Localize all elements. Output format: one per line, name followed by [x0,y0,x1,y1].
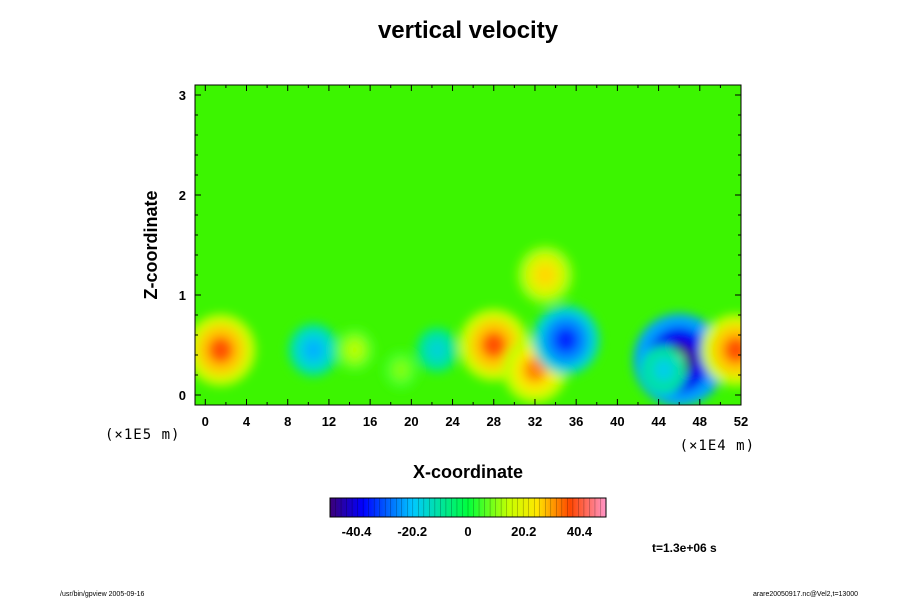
heatmap-feature [517,245,574,305]
y-scale-note: (×1E5 m) [105,427,180,443]
x-tick-label: 4 [243,414,251,429]
x-tick-label: 8 [284,414,291,429]
x-tick-label: 16 [363,414,377,429]
feature-core [723,336,741,364]
feature-core [347,342,362,358]
x-tick-label: 36 [569,414,583,429]
feature-core [481,331,507,359]
footer-right: arare20050917.nc@Vel2,t=13000 [753,591,858,598]
heatmap-feature [384,351,418,389]
feature-core [655,361,672,379]
x-tick-label: 28 [487,414,501,429]
x-tick-label: 12 [322,414,336,429]
x-tick-label: 40 [610,414,624,429]
time-label: t=1.3e+06 s [652,541,717,555]
x-tick-label: 0 [202,414,209,429]
heatmap-feature [195,314,256,386]
y-tick-label: 3 [179,88,186,103]
colorbar-tick-label: -20.2 [397,524,427,539]
x-tick-label: 20 [404,414,418,429]
feature-core [394,363,408,377]
heatmap-feature [532,305,600,375]
heatmap-feature [641,346,687,394]
heatmap-feature [288,323,339,377]
feature-core [535,264,556,286]
feature-core [523,357,547,383]
feature-core [304,340,323,360]
colorbar-frame [329,497,607,518]
x-tick-label: 24 [445,414,460,429]
colorbar-tick-label: -40.4 [342,524,372,539]
colorbar-tick-label: 0 [464,524,471,539]
chart-title: vertical velocity [378,17,559,44]
y-tick-label: 0 [179,388,186,403]
y-tick-label: 1 [179,288,186,303]
colorbar: -40.4 -20.2 0 20.2 40.4 [329,497,607,539]
x-tick-label: 44 [651,414,666,429]
y-tick-label: 2 [179,188,186,203]
feature-core [429,341,445,359]
footer-left: /usr/bin/gpview 2005-09-16 [60,591,145,598]
heatmap-feature [701,314,741,386]
x-scale-note: (×1E4 m) [680,438,755,454]
heatmap-feature [335,328,375,372]
x-tick-label: 48 [693,414,707,429]
x-tick-label: 32 [528,414,542,429]
x-axis-label: X-coordinate [413,462,523,482]
colorbar-tick-label: 20.2 [511,524,536,539]
x-tick-label: 52 [734,414,748,429]
plot-frame [194,84,742,406]
feature-core [553,327,578,353]
y-axis-label: Z-coordinate [141,190,161,299]
colorbar-tick-label: 40.4 [567,524,593,539]
feature-core [208,336,234,364]
heatmap-feature [416,327,459,373]
